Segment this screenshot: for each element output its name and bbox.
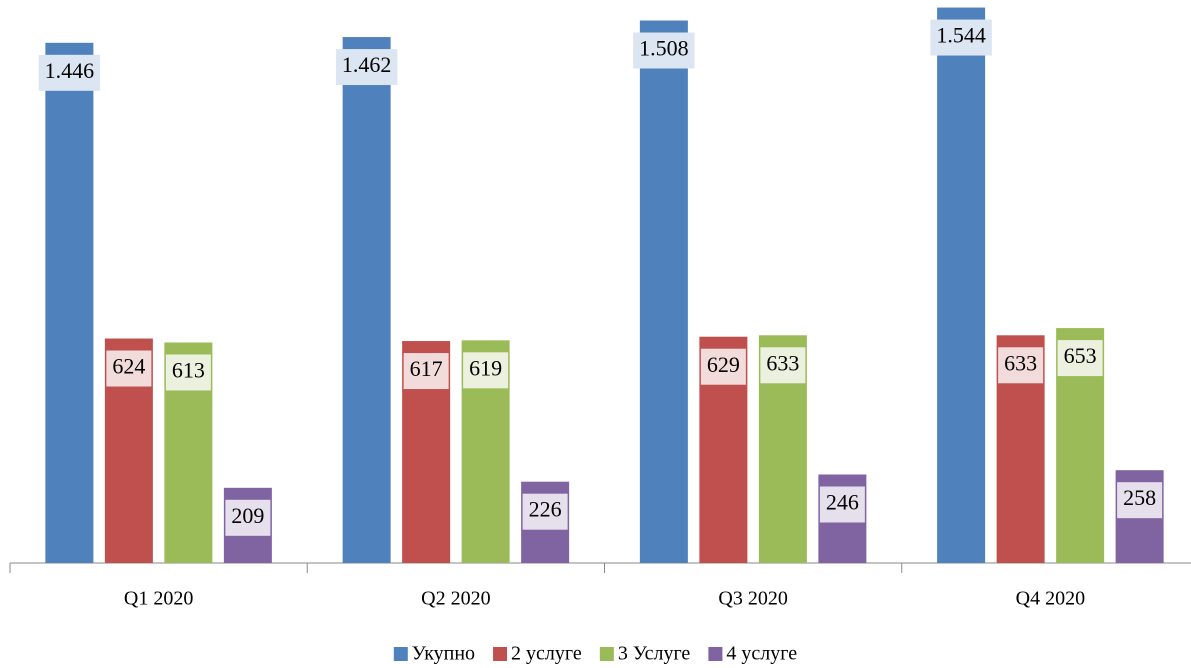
data-label-box (760, 347, 806, 384)
x-tick-label: Q1 2020 (124, 588, 193, 610)
data-label-group: 209 (225, 499, 271, 536)
data-label-box (165, 354, 211, 391)
legend-swatch (708, 647, 723, 661)
x-tick-label: Q2 2020 (421, 588, 490, 610)
x-tick-label: Q4 2020 (1016, 588, 1085, 610)
data-label-box (700, 348, 746, 385)
data-label-group: 246 (819, 486, 865, 523)
data-label-group: 629 (700, 348, 746, 385)
data-label: 633 (1004, 350, 1037, 375)
legend: Укупно 2 услуге 3 Услуге 4 услуге (393, 643, 797, 665)
data-label-box (819, 486, 865, 523)
data-label: 1.508 (639, 36, 689, 61)
data-label: 1.462 (342, 52, 392, 77)
legend-label: Укупно (412, 643, 475, 665)
data-label: 624 (112, 354, 145, 379)
data-label: 617 (410, 356, 443, 381)
legend-swatch (599, 647, 614, 661)
x-tick-label: Q3 2020 (718, 588, 787, 610)
data-label: 258 (1123, 485, 1156, 510)
data-label-group: 633 (998, 347, 1044, 384)
data-label-box (998, 347, 1044, 384)
data-label: 1.446 (45, 58, 95, 83)
data-label-group: 258 (1117, 482, 1163, 519)
data-label-box (633, 32, 695, 69)
data-label-group: 624 (106, 350, 152, 387)
bar (937, 7, 986, 564)
data-label: 209 (231, 503, 264, 528)
legend-label: 3 Услуге (618, 643, 691, 665)
data-label-box (225, 499, 271, 536)
bar (639, 20, 688, 563)
data-label: 1.544 (936, 23, 986, 48)
data-label: 226 (529, 497, 562, 522)
data-label-group: 1.446 (38, 54, 101, 91)
data-label-group: 613 (165, 354, 211, 391)
data-label-box (1117, 482, 1163, 519)
data-label: 629 (707, 352, 740, 377)
data-label: 246 (826, 490, 859, 515)
data-label: 653 (1064, 343, 1097, 368)
data-label-group: 1.462 (335, 49, 398, 86)
bar (342, 37, 391, 564)
data-label-box (1057, 340, 1103, 377)
data-label-group: 226 (522, 493, 568, 530)
data-label-box (522, 493, 568, 530)
data-label-box (335, 49, 398, 86)
data-label: 619 (469, 355, 502, 380)
data-label-group: 633 (760, 347, 806, 384)
data-label-box (403, 353, 449, 390)
data-label-group: 1.544 (930, 19, 992, 56)
data-label-box (106, 350, 152, 387)
data-label-group: 619 (463, 352, 509, 389)
data-label-group: 653 (1057, 340, 1103, 377)
data-label-box (38, 54, 101, 91)
legend-swatch (493, 647, 508, 661)
data-label-group: 617 (403, 353, 449, 390)
data-label: 633 (766, 350, 799, 375)
data-label-box (930, 19, 992, 56)
legend-label: 4 услуге (726, 643, 797, 665)
data-label-group: 1.508 (633, 32, 695, 69)
legend-swatch (393, 647, 408, 661)
bar (45, 42, 94, 564)
data-label: 613 (172, 358, 205, 383)
legend-label: 2 услуге (511, 643, 582, 665)
data-label-box (463, 352, 509, 389)
